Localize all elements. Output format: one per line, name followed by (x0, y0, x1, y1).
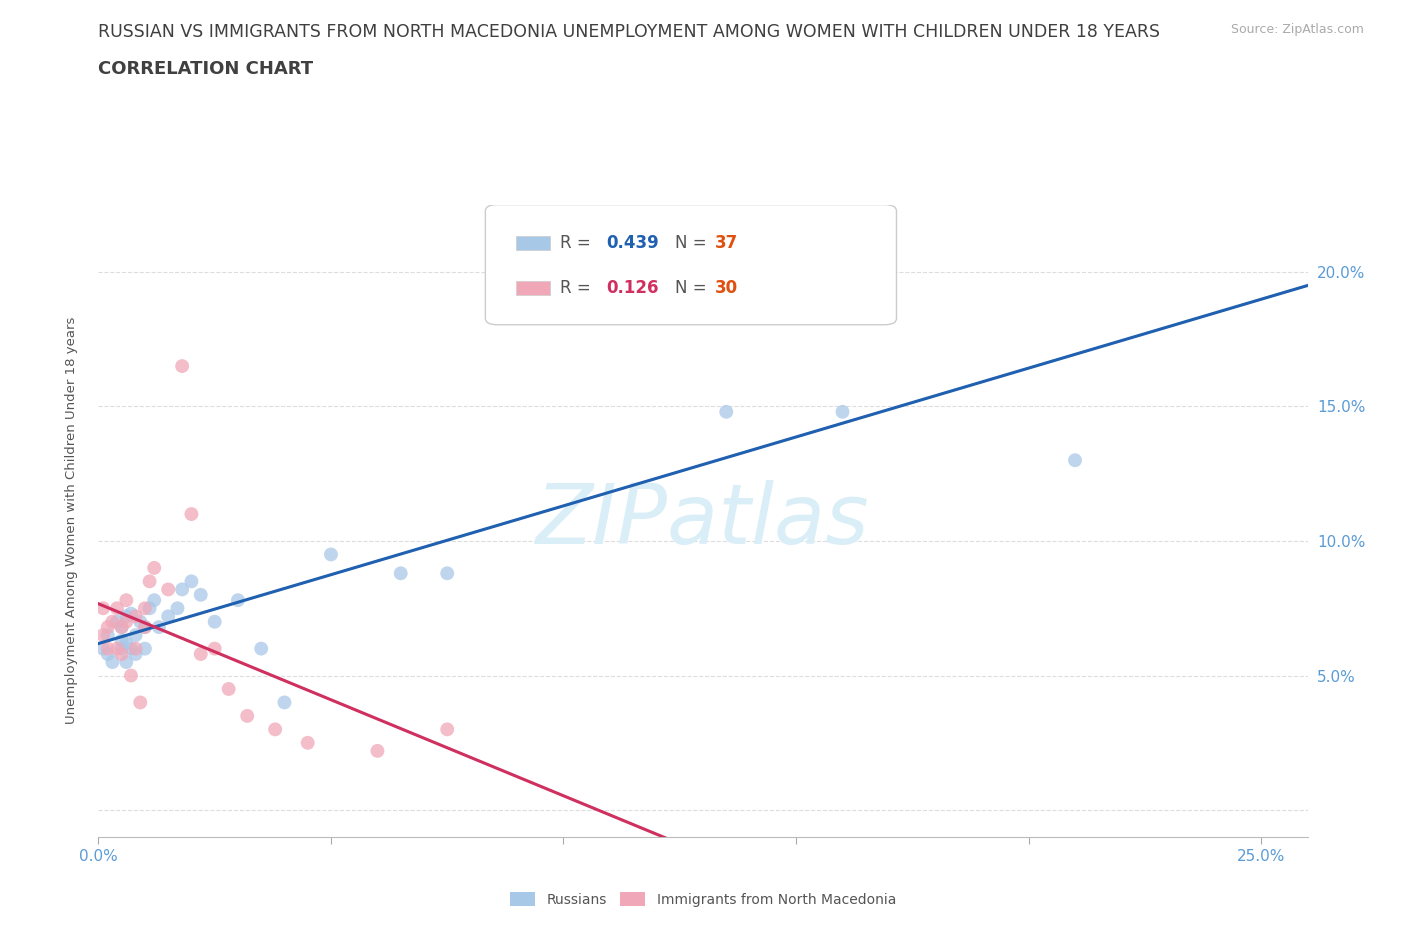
Point (124, 641, 146, 656)
Text: RUSSIAN VS IMMIGRANTS FROM NORTH MACEDONIA UNEMPLOYMENT AMONG WOMEN WITH CHILDRE: RUSSIAN VS IMMIGRANTS FROM NORTH MACEDON… (98, 23, 1160, 41)
Point (190, 646, 212, 661)
Point (115, 592, 138, 607)
Text: Source: ZipAtlas.com: Source: ZipAtlas.com (1230, 23, 1364, 36)
Point (366, 743, 388, 758)
Point (134, 619, 156, 634)
Point (204, 615, 226, 630)
Point (436, 722, 458, 737)
FancyBboxPatch shape (516, 236, 550, 250)
Point (105, 615, 128, 630)
Point (124, 609, 146, 624)
Point (91, 601, 114, 616)
Text: N =: N = (675, 234, 711, 252)
Point (148, 619, 170, 634)
Point (226, 592, 249, 607)
Point (166, 601, 188, 616)
Point (297, 736, 319, 751)
Point (115, 655, 138, 670)
Point (319, 547, 342, 562)
Point (138, 601, 160, 616)
Point (143, 592, 166, 607)
Point (134, 641, 156, 656)
Point (180, 507, 202, 522)
Point (105, 641, 128, 656)
Point (436, 565, 458, 580)
Point (111, 619, 134, 634)
Point (831, 405, 853, 419)
Point (250, 641, 273, 656)
Text: ZIPatlas: ZIPatlas (536, 480, 870, 562)
Point (124, 628, 146, 643)
Point (389, 565, 412, 580)
Point (138, 574, 160, 589)
Point (105, 601, 128, 616)
Point (124, 646, 146, 661)
Point (204, 641, 226, 656)
Point (97, 628, 120, 643)
Point (120, 668, 142, 683)
Text: 0.439: 0.439 (606, 234, 658, 252)
Point (97, 641, 120, 656)
Text: R =: R = (560, 279, 596, 298)
Point (115, 615, 138, 630)
FancyBboxPatch shape (485, 205, 897, 325)
Point (101, 615, 124, 630)
Point (97, 646, 120, 661)
Point (273, 695, 295, 710)
Point (716, 405, 738, 419)
Point (97, 619, 120, 634)
Point (129, 615, 152, 630)
Text: R =: R = (560, 234, 596, 252)
Point (111, 619, 134, 634)
Point (143, 561, 166, 576)
Y-axis label: Unemployment Among Women with Children Under 18 years: Unemployment Among Women with Children U… (65, 317, 77, 724)
Text: 37: 37 (714, 234, 738, 252)
Point (645, 291, 668, 306)
Text: 0.126: 0.126 (606, 279, 658, 298)
Point (157, 582, 180, 597)
Point (91, 641, 114, 656)
Point (134, 619, 156, 634)
Point (115, 636, 138, 651)
Point (264, 722, 287, 737)
Point (91, 628, 114, 643)
Point (1064, 453, 1087, 468)
Point (134, 601, 156, 616)
Point (157, 609, 180, 624)
Point (120, 606, 142, 621)
Point (236, 709, 259, 724)
Point (190, 588, 212, 603)
Point (111, 646, 134, 661)
Point (129, 695, 152, 710)
Text: N =: N = (675, 279, 711, 298)
Text: CORRELATION CHART: CORRELATION CHART (98, 60, 314, 78)
Point (115, 609, 138, 624)
Point (172, 359, 194, 374)
Text: 30: 30 (714, 279, 738, 298)
Point (180, 574, 202, 589)
FancyBboxPatch shape (516, 282, 550, 296)
Point (101, 655, 124, 670)
Point (172, 582, 194, 597)
Legend: Russians, Immigrants from North Macedonia: Russians, Immigrants from North Macedoni… (505, 886, 901, 912)
Point (218, 682, 240, 697)
Point (120, 641, 142, 656)
Point (111, 641, 134, 656)
Point (111, 633, 134, 648)
